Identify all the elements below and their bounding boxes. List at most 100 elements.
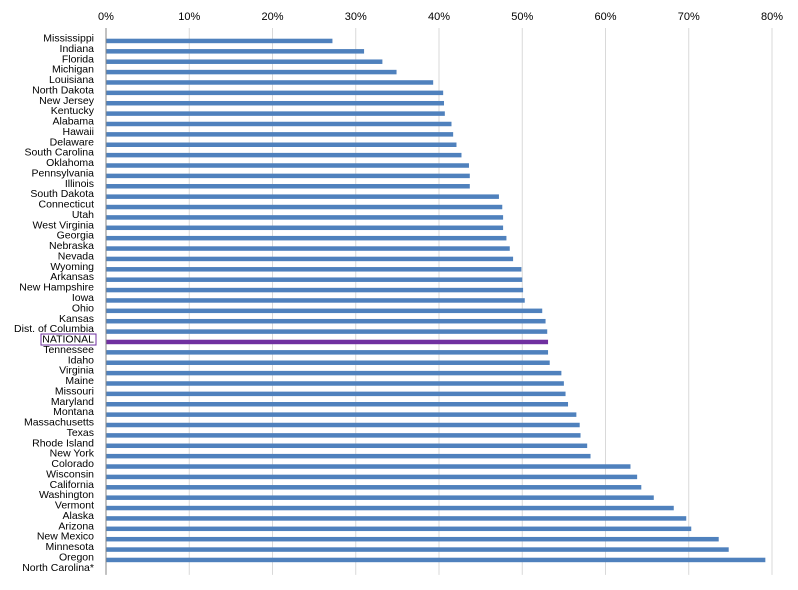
category-label: New Mexico bbox=[37, 531, 94, 543]
bar bbox=[106, 422, 580, 428]
bar bbox=[106, 381, 564, 386]
bar bbox=[106, 38, 333, 44]
bar bbox=[106, 516, 687, 521]
x-tick-label: 70% bbox=[678, 11, 700, 23]
category-label-national: NATIONAL bbox=[42, 334, 94, 346]
category-label: Indiana bbox=[60, 43, 95, 55]
category-label: Illinois bbox=[65, 178, 94, 190]
category-label: Oregon bbox=[59, 552, 94, 564]
bar bbox=[106, 100, 444, 106]
bar bbox=[106, 246, 510, 251]
category-label: Minnesota bbox=[46, 541, 95, 553]
bar bbox=[106, 80, 434, 85]
category-label: Wisconsin bbox=[46, 468, 94, 480]
x-tick-label: 40% bbox=[428, 11, 450, 23]
bar bbox=[106, 49, 365, 54]
bar bbox=[106, 152, 462, 158]
bar bbox=[106, 90, 444, 96]
bar bbox=[106, 287, 524, 293]
bar bbox=[106, 132, 454, 137]
category-label: California bbox=[50, 479, 95, 491]
category-label: Idaho bbox=[68, 354, 94, 366]
x-tick-label: 10% bbox=[178, 11, 200, 23]
bar bbox=[106, 495, 654, 500]
bar bbox=[106, 505, 674, 511]
bar bbox=[106, 225, 504, 231]
category-label: Missouri bbox=[55, 385, 94, 397]
category-label: New Hampshire bbox=[19, 282, 94, 294]
bar bbox=[106, 433, 581, 438]
bar bbox=[106, 298, 525, 303]
category-label: Mississippi bbox=[43, 33, 94, 45]
bar bbox=[106, 557, 766, 563]
category-label: Louisiana bbox=[49, 74, 94, 86]
category-label: North Dakota bbox=[32, 84, 94, 96]
category-label: Nebraska bbox=[49, 240, 94, 252]
bar bbox=[106, 391, 566, 397]
bar bbox=[106, 547, 729, 552]
bar bbox=[106, 443, 588, 449]
category-label: Oklahoma bbox=[46, 157, 94, 169]
category-label: New Jersey bbox=[39, 95, 95, 107]
bar bbox=[106, 412, 577, 417]
category-label: Hawaii bbox=[62, 126, 94, 138]
bar bbox=[106, 536, 719, 542]
bar bbox=[106, 526, 692, 532]
category-label: Tennessee bbox=[43, 344, 94, 356]
bar bbox=[106, 215, 504, 220]
category-label: Kansas bbox=[59, 313, 94, 325]
category-label: Washington bbox=[39, 489, 94, 501]
category-label: Dist. of Columbia bbox=[14, 323, 94, 335]
category-label: Georgia bbox=[57, 230, 95, 242]
bar bbox=[106, 256, 514, 262]
bar bbox=[106, 184, 470, 189]
category-label: Colorado bbox=[51, 458, 94, 470]
bar bbox=[106, 163, 469, 168]
category-label: Nevada bbox=[58, 250, 94, 262]
x-tick-label: 50% bbox=[511, 11, 533, 23]
bar bbox=[106, 308, 543, 314]
category-label: Michigan bbox=[52, 64, 94, 76]
category-label: Florida bbox=[62, 53, 94, 65]
bar bbox=[106, 402, 569, 407]
category-label: Wyoming bbox=[50, 261, 94, 273]
category-labels: MississippiIndianaFloridaMichiganLouisia… bbox=[14, 33, 97, 574]
category-label: Connecticut bbox=[39, 199, 95, 211]
bar bbox=[106, 277, 523, 282]
bar bbox=[106, 235, 507, 241]
category-label: North Carolina* bbox=[22, 562, 94, 574]
category-label: Texas bbox=[67, 427, 94, 439]
bar bbox=[106, 350, 549, 355]
category-label: Montana bbox=[53, 406, 94, 418]
x-tick-label: 60% bbox=[594, 11, 616, 23]
category-label: Alabama bbox=[53, 116, 95, 128]
category-label: Alaska bbox=[62, 510, 94, 522]
category-label: Maryland bbox=[51, 396, 94, 408]
bar bbox=[106, 204, 503, 210]
category-label: Ohio bbox=[72, 302, 94, 314]
bar bbox=[106, 59, 383, 64]
bar bbox=[106, 370, 562, 376]
bar bbox=[106, 142, 457, 147]
category-label: New York bbox=[50, 448, 95, 460]
national-label-box bbox=[40, 333, 97, 346]
bar bbox=[106, 360, 550, 365]
bar bbox=[106, 464, 631, 469]
category-label: Arkansas bbox=[50, 271, 94, 283]
category-label: South Dakota bbox=[30, 188, 94, 200]
category-label: Utah bbox=[72, 209, 94, 221]
bar bbox=[106, 194, 499, 199]
x-tick-label: 30% bbox=[345, 11, 367, 23]
bar bbox=[106, 173, 470, 179]
category-label: Pennsylvania bbox=[32, 167, 95, 179]
bar-national bbox=[106, 339, 549, 345]
x-tick-label: 20% bbox=[261, 11, 283, 23]
x-tick-label: 0% bbox=[98, 11, 114, 23]
category-label: Virginia bbox=[59, 365, 94, 377]
category-label: Arizona bbox=[58, 520, 94, 532]
bar bbox=[106, 267, 522, 272]
category-label: Iowa bbox=[72, 292, 94, 304]
x-tick-label: 80% bbox=[761, 11, 783, 23]
bar bbox=[106, 485, 642, 490]
